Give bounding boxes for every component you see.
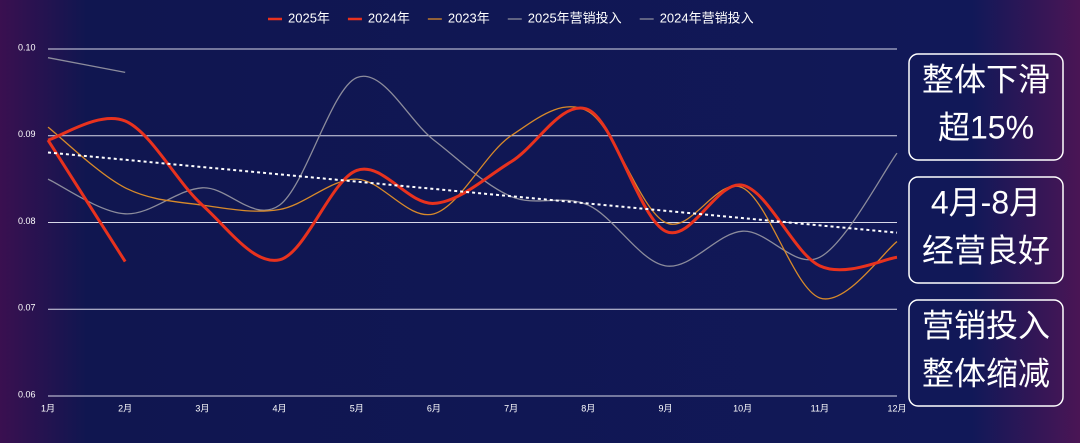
x-tick-label: 10月 <box>733 403 752 413</box>
x-tick-label: 2月 <box>118 403 132 413</box>
y-tick-label: 0.09 <box>18 129 36 139</box>
series-line <box>47 75 898 267</box>
legend-label: 2025年营销投入 <box>528 10 622 25</box>
x-tick-label: 7月 <box>504 403 518 413</box>
trend-line <box>47 151 898 234</box>
legend-label: 2025年 <box>288 10 330 25</box>
legend-label: 2024年营销投入 <box>660 10 754 25</box>
x-tick-label: 3月 <box>195 403 209 413</box>
series-line <box>47 106 898 272</box>
y-tick-label: 0.07 <box>18 303 36 313</box>
x-tick-label: 6月 <box>427 403 441 413</box>
x-tick-label: 9月 <box>658 403 672 413</box>
x-tick-label: 12月 <box>887 403 906 413</box>
annotation-text: 经营良好 <box>922 232 1050 268</box>
annotation-text: 超15% <box>938 109 1034 145</box>
y-tick-label: 0.10 <box>18 42 36 52</box>
series-line <box>46 139 127 263</box>
y-tick-label: 0.08 <box>18 216 36 226</box>
annotation-box <box>908 299 1064 407</box>
y-tick-label: 0.06 <box>18 389 36 399</box>
x-tick-label: 8月 <box>581 403 595 413</box>
annotation-text: 整体缩减 <box>922 355 1050 391</box>
legend-label: 2023年 <box>448 10 490 25</box>
x-tick-label: 4月 <box>273 403 287 413</box>
x-tick-label: 5月 <box>350 403 364 413</box>
annotation-text: 4月-8月 <box>931 184 1041 220</box>
x-tick-label: 11月 <box>811 403 829 413</box>
annotation-box <box>908 176 1064 284</box>
series-line <box>47 57 126 74</box>
legend-label: 2024年 <box>368 10 410 25</box>
annotation-text: 营销投入 <box>922 307 1050 343</box>
annotation-box <box>908 53 1064 161</box>
x-tick-label: 1月 <box>41 403 55 413</box>
annotation-text: 整体下滑 <box>922 61 1050 97</box>
